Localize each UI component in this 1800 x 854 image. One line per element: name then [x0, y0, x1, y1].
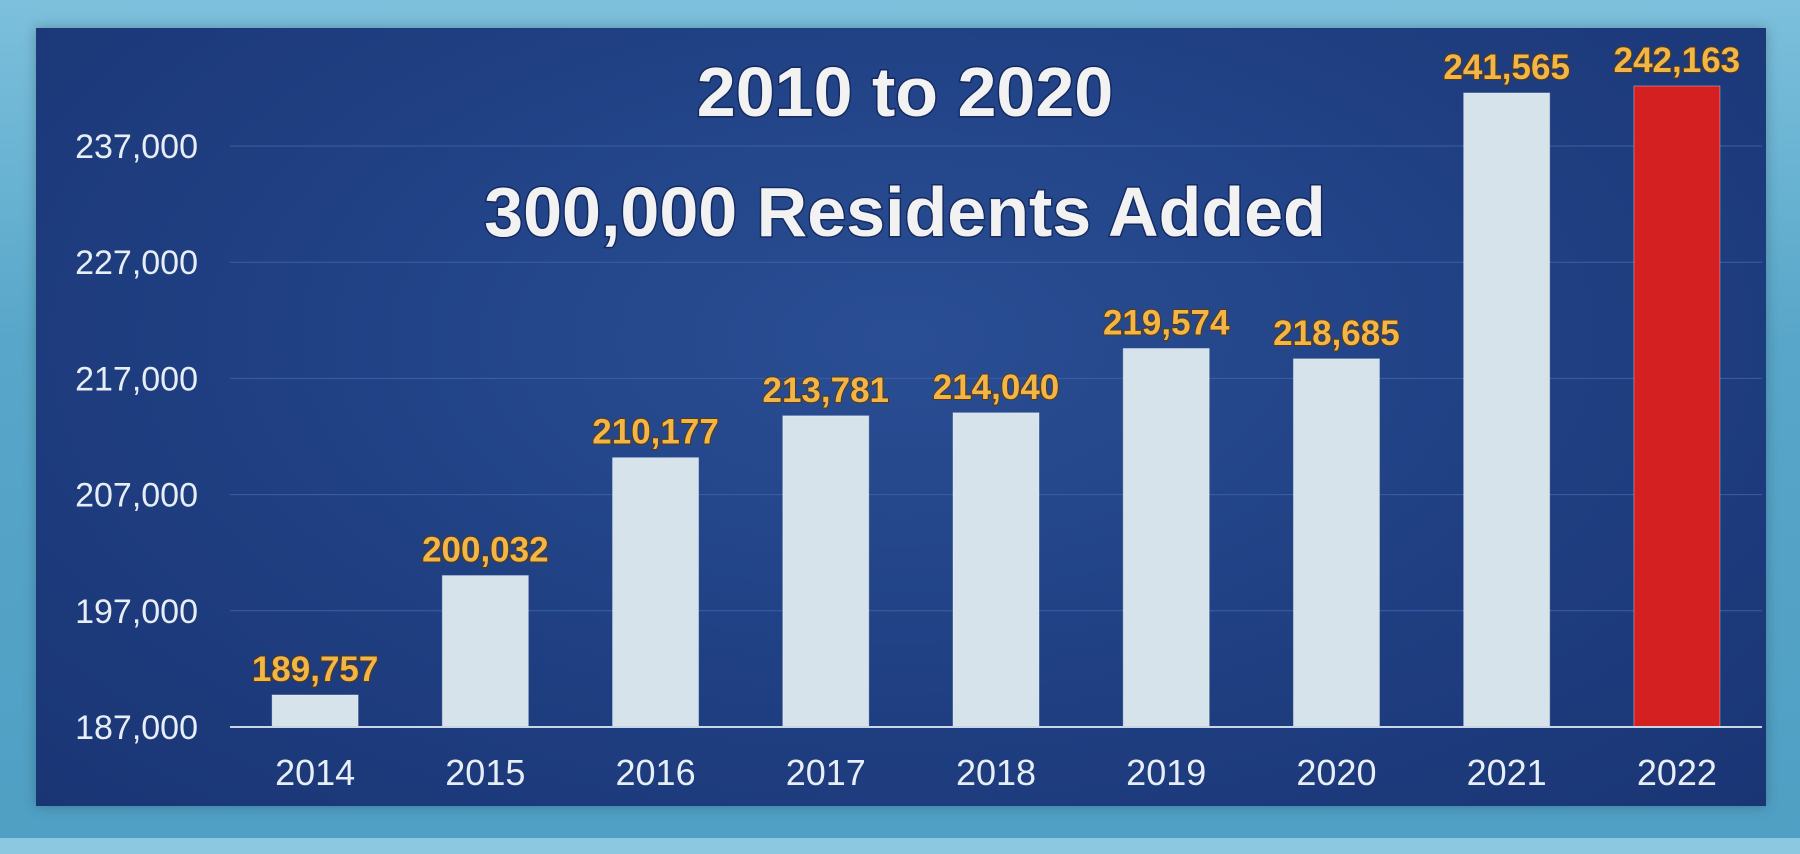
bar-2022	[1633, 85, 1721, 728]
value-label-2022: 242,163	[1614, 41, 1741, 80]
y-tick-label: 197,000	[75, 593, 198, 631]
bar-2017	[782, 415, 870, 728]
value-label-2016: 210,177	[592, 413, 719, 452]
y-tick-label: 207,000	[75, 477, 198, 515]
bar-2018	[952, 412, 1040, 728]
y-tick-label: 217,000	[75, 360, 198, 398]
bar-2016	[612, 457, 700, 728]
chart-title-line1: 2010 to 2020	[697, 53, 1113, 131]
value-label-2021: 241,565	[1443, 48, 1570, 87]
x-tick-label-2022: 2022	[1637, 752, 1717, 793]
value-label-2019: 219,574	[1103, 303, 1230, 342]
value-labels: 189,757 200,032 210,177 213,781 214,040 219,5…	[251, 40, 1741, 690]
x-axis-ticks: 2014 2015 2016 2017 2018 2019 2020 2021 2022	[275, 752, 1717, 793]
value-label-2020: 218,685	[1273, 314, 1400, 353]
x-tick-label-2021: 2021	[1467, 752, 1547, 793]
x-tick-label-2014: 2014	[275, 752, 355, 793]
bar-2015	[441, 575, 529, 728]
chart-title-line2: 300,000 Residents Added	[484, 173, 1326, 251]
x-tick-label-2020: 2020	[1296, 752, 1376, 793]
bars	[271, 85, 1721, 728]
x-tick-label-2017: 2017	[786, 752, 866, 793]
x-tick-label-2019: 2019	[1126, 752, 1206, 793]
value-label-2018: 214,040	[933, 368, 1060, 407]
value-label-2015: 200,032	[422, 531, 549, 570]
value-label-2014: 189,757	[252, 650, 379, 689]
y-tick-label: 237,000	[75, 128, 198, 166]
bar-2014	[271, 694, 359, 728]
x-tick-label-2015: 2015	[445, 752, 525, 793]
y-tick-label: 227,000	[75, 244, 198, 282]
x-tick-label-2018: 2018	[956, 752, 1036, 793]
bottom-strip	[0, 838, 1800, 854]
value-label-2017: 213,781	[763, 371, 890, 410]
x-tick-label-2016: 2016	[616, 752, 696, 793]
y-tick-label: 187,000	[75, 709, 198, 747]
bar-2019	[1122, 347, 1210, 728]
y-axis-ticks: 187,000 197,000 207,000 217,000 227,000 237,0…	[75, 128, 198, 747]
bar-2020	[1292, 358, 1380, 728]
bar-2021	[1463, 92, 1551, 728]
